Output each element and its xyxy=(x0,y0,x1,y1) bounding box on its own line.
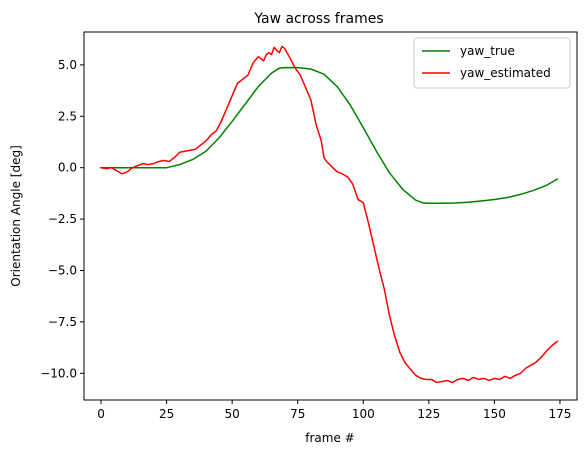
plot-frame xyxy=(83,31,578,401)
legend-label-yaw-estimated: yaw_estimated xyxy=(460,66,551,80)
x-axis: 0 25 50 75 100 125 150 175 xyxy=(97,400,571,421)
y-tick-label: 0.0 xyxy=(58,161,77,175)
x-tick-label: 25 xyxy=(159,407,174,421)
x-tick-label: 125 xyxy=(417,407,440,421)
y-tick-label: 5.0 xyxy=(58,58,77,72)
legend: yaw_true yaw_estimated xyxy=(413,37,571,89)
y-axis: −10.0 −7.5 −5.0 −2.5 0.0 2.5 5.0 xyxy=(40,58,84,380)
x-tick-label: 100 xyxy=(352,407,375,421)
y-tick-label: −10.0 xyxy=(40,366,77,380)
legend-box xyxy=(413,37,571,89)
x-tick-label: 75 xyxy=(290,407,305,421)
x-tick-label: 150 xyxy=(483,407,506,421)
x-axis-label: frame # xyxy=(305,431,354,445)
series-line-yaw-estimated xyxy=(100,45,559,384)
plot-area xyxy=(100,45,559,384)
x-tick-label: 50 xyxy=(225,407,240,421)
y-tick-label: −2.5 xyxy=(48,212,77,226)
series-line-yaw-true xyxy=(100,66,559,204)
y-tick-label: −7.5 xyxy=(48,315,77,329)
y-tick-label: 2.5 xyxy=(58,109,77,123)
x-tick-label: 0 xyxy=(97,407,105,421)
legend-label-yaw-true: yaw_true xyxy=(460,44,515,58)
y-axis-label: Orientation Angle [deg] xyxy=(9,145,23,287)
y-tick-label: −5.0 xyxy=(48,263,77,277)
chart-title: Yaw across frames xyxy=(253,11,383,27)
x-tick-label: 175 xyxy=(549,407,572,421)
